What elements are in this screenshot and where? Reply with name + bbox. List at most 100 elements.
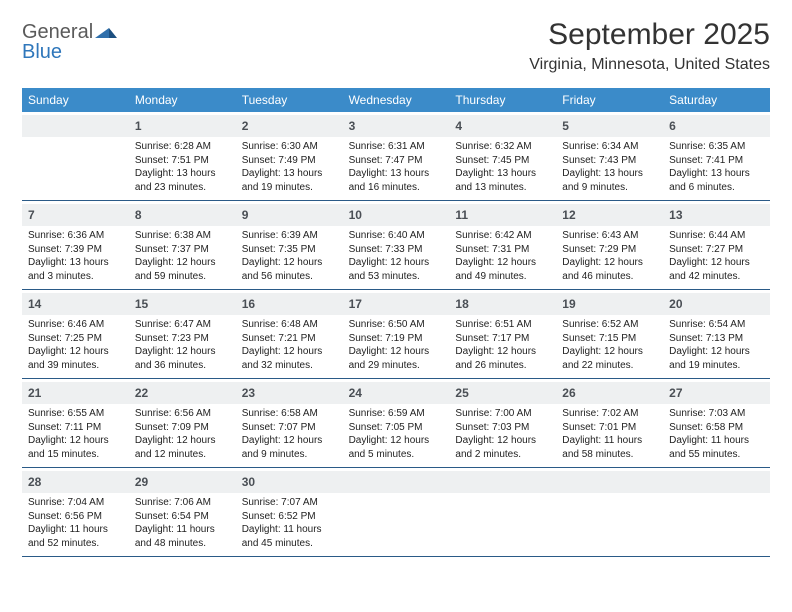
calendar-cell: 7Sunrise: 6:36 AMSunset: 7:39 PMDaylight… <box>22 201 129 289</box>
daynum-bar: 7 <box>22 204 129 226</box>
daylight-text: and 39 minutes. <box>28 359 123 373</box>
day-number: 4 <box>455 119 462 133</box>
daynum-bar: 28 <box>22 471 129 493</box>
daylight-text: Daylight: 12 hours <box>562 345 657 359</box>
sunset-text: Sunset: 7:17 PM <box>455 332 550 346</box>
day-number: 9 <box>242 208 249 222</box>
calendar-cell: 9Sunrise: 6:39 AMSunset: 7:35 PMDaylight… <box>236 201 343 289</box>
sunset-text: Sunset: 7:29 PM <box>562 243 657 257</box>
day-header-row: Sunday Monday Tuesday Wednesday Thursday… <box>22 88 770 112</box>
sunset-text: Sunset: 7:09 PM <box>135 421 230 435</box>
page-title: September 2025 <box>529 18 770 52</box>
day-number: 3 <box>349 119 356 133</box>
calendar-cell: 4Sunrise: 6:32 AMSunset: 7:45 PMDaylight… <box>449 112 556 200</box>
day-number: 27 <box>669 386 682 400</box>
calendar-cell: 27 Sunrise: 7:03 AMSunset: 6:58 PMDayligh… <box>663 379 770 467</box>
daylight-text: and 6 minutes. <box>669 181 764 195</box>
daylight-text: Daylight: 11 hours <box>669 434 764 448</box>
day-number: 1 <box>135 119 142 133</box>
daynum-bar: 17 <box>343 293 450 315</box>
sunrise-text: Sunrise: 7:02 AM <box>562 407 657 421</box>
daylight-text: Daylight: 12 hours <box>349 434 444 448</box>
day-number: 5 <box>562 119 569 133</box>
sunset-text: Sunset: 6:58 PM <box>669 421 764 435</box>
calendar-cell: 1Sunrise: 6:28 AMSunset: 7:51 PMDaylight… <box>129 112 236 200</box>
sunset-text: Sunset: 7:49 PM <box>242 154 337 168</box>
sunset-text: Sunset: 7:03 PM <box>455 421 550 435</box>
daynum-bar: 16 <box>236 293 343 315</box>
day-number: 22 <box>135 386 148 400</box>
daylight-text: and 9 minutes. <box>242 448 337 462</box>
daynum-bar: 2 <box>236 115 343 137</box>
calendar-cell: 19Sunrise: 6:52 AMSunset: 7:15 PMDayligh… <box>556 290 663 378</box>
sunrise-text: Sunrise: 7:07 AM <box>242 496 337 510</box>
daylight-text: Daylight: 12 hours <box>455 345 550 359</box>
daylight-text: and 5 minutes. <box>349 448 444 462</box>
day-number: 10 <box>349 208 362 222</box>
daylight-text: Daylight: 12 hours <box>135 434 230 448</box>
day-header-thursday: Thursday <box>449 88 556 112</box>
daylight-text: and 3 minutes. <box>28 270 123 284</box>
sunrise-text: Sunrise: 6:32 AM <box>455 140 550 154</box>
sunrise-text: Sunrise: 6:43 AM <box>562 229 657 243</box>
daylight-text: and 53 minutes. <box>349 270 444 284</box>
calendar-cell: 23Sunrise: 6:58 AMSunset: 7:07 PMDayligh… <box>236 379 343 467</box>
logo: General Blue <box>22 18 117 62</box>
sunrise-text: Sunrise: 6:35 AM <box>669 140 764 154</box>
sunrise-text: Sunrise: 6:54 AM <box>669 318 764 332</box>
sunrise-text: Sunrise: 6:28 AM <box>135 140 230 154</box>
daylight-text: and 29 minutes. <box>349 359 444 373</box>
sunrise-text: Sunrise: 6:47 AM <box>135 318 230 332</box>
daylight-text: Daylight: 12 hours <box>28 345 123 359</box>
sunset-text: Sunset: 7:21 PM <box>242 332 337 346</box>
day-header-friday: Friday <box>556 88 663 112</box>
title-block: September 2025 Virginia, Minnesota, Unit… <box>529 18 770 74</box>
daylight-text: and 59 minutes. <box>135 270 230 284</box>
sunset-text: Sunset: 7:13 PM <box>669 332 764 346</box>
sunrise-text: Sunrise: 7:03 AM <box>669 407 764 421</box>
daylight-text: and 23 minutes. <box>135 181 230 195</box>
daylight-text: Daylight: 12 hours <box>669 256 764 270</box>
calendar-cell: 24Sunrise: 6:59 AMSunset: 7:05 PMDayligh… <box>343 379 450 467</box>
daylight-text: Daylight: 12 hours <box>349 345 444 359</box>
sunrise-text: Sunrise: 6:38 AM <box>135 229 230 243</box>
sunset-text: Sunset: 7:39 PM <box>28 243 123 257</box>
day-number: 16 <box>242 297 255 311</box>
sunset-text: Sunset: 7:27 PM <box>669 243 764 257</box>
sunset-text: Sunset: 6:52 PM <box>242 510 337 524</box>
day-number: 11 <box>455 208 468 222</box>
calendar-cell: 30Sunrise: 7:07 AMSunset: 6:52 PMDayligh… <box>236 468 343 556</box>
day-header-monday: Monday <box>129 88 236 112</box>
sunset-text: Sunset: 7:01 PM <box>562 421 657 435</box>
sunrise-text: Sunrise: 6:42 AM <box>455 229 550 243</box>
sunset-text: Sunset: 7:43 PM <box>562 154 657 168</box>
daylight-text: and 55 minutes. <box>669 448 764 462</box>
daylight-text: Daylight: 13 hours <box>669 167 764 181</box>
day-number: 30 <box>242 475 255 489</box>
day-header-tuesday: Tuesday <box>236 88 343 112</box>
day-number: 29 <box>135 475 148 489</box>
daylight-text: and 19 minutes. <box>669 359 764 373</box>
daynum-bar: 20 <box>663 293 770 315</box>
day-number: 13 <box>669 208 682 222</box>
logo-text-general: General <box>22 21 93 43</box>
sunset-text: Sunset: 7:15 PM <box>562 332 657 346</box>
day-number: 18 <box>455 297 468 311</box>
calendar-cell: 29Sunrise: 7:06 AMSunset: 6:54 PMDayligh… <box>129 468 236 556</box>
daynum-bar: . <box>22 115 129 137</box>
daylight-text: and 12 minutes. <box>135 448 230 462</box>
header: General Blue September 2025 Virginia, Mi… <box>22 18 770 74</box>
sunset-text: Sunset: 7:37 PM <box>135 243 230 257</box>
daylight-text: and 45 minutes. <box>242 537 337 551</box>
daynum-bar: 3 <box>343 115 450 137</box>
day-number: 19 <box>562 297 575 311</box>
daylight-text: Daylight: 11 hours <box>562 434 657 448</box>
week-row: .1Sunrise: 6:28 AMSunset: 7:51 PMDayligh… <box>22 112 770 201</box>
daylight-text: Daylight: 13 hours <box>135 167 230 181</box>
daylight-text: Daylight: 12 hours <box>349 256 444 270</box>
daylight-text: and 48 minutes. <box>135 537 230 551</box>
sunset-text: Sunset: 7:33 PM <box>349 243 444 257</box>
calendar-cell: . <box>22 112 129 200</box>
logo-mark-icon <box>95 22 117 42</box>
sunrise-text: Sunrise: 6:31 AM <box>349 140 444 154</box>
